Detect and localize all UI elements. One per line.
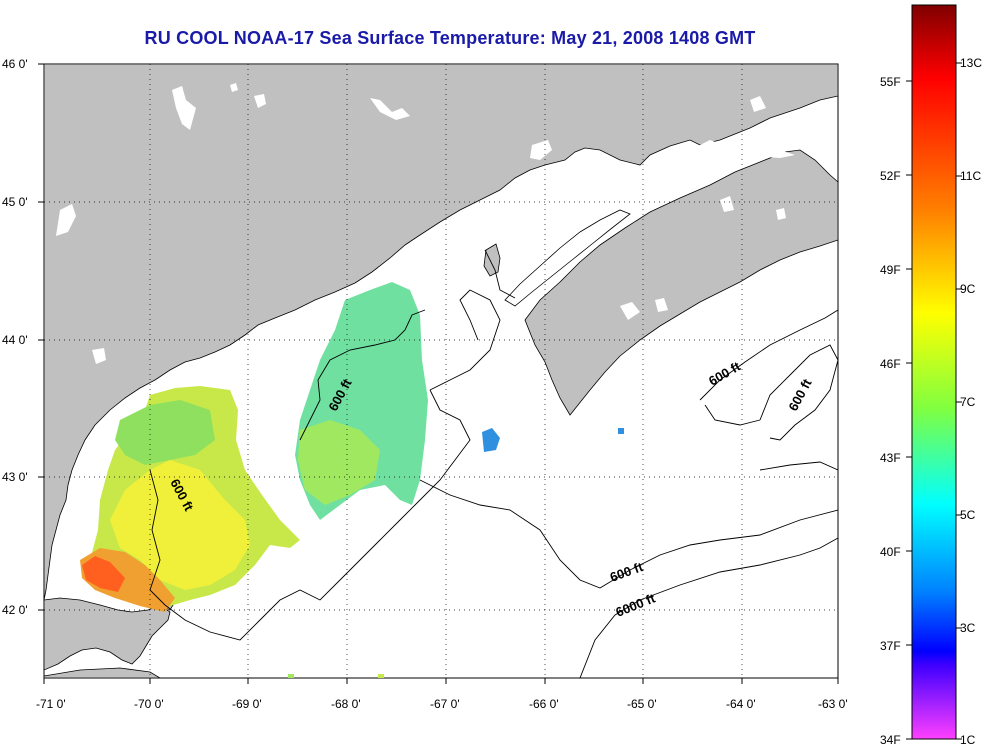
lon-tick-label: -69 0' <box>232 697 262 711</box>
contour-600-east-2 <box>759 344 838 441</box>
land-islands-south <box>44 667 161 678</box>
colorbar-c-label: 5C <box>960 508 976 522</box>
axis-ticks <box>38 63 839 684</box>
lat-tick-labels: 46 0' 45 0' 44 0' 43 0' 42 0' <box>2 57 28 617</box>
colorbar-f-label: 37F <box>880 639 901 653</box>
lon-tick-label: -68 0' <box>331 697 361 711</box>
lat-tick-label: 44 0' <box>2 333 28 347</box>
colorbar-c-label: 3C <box>960 621 976 635</box>
sst-data <box>80 282 624 678</box>
map-content <box>44 64 838 678</box>
lat-tick-label: 45 0' <box>2 195 28 209</box>
colorbar-c-label: 9C <box>960 282 976 296</box>
colorbar-ticks <box>906 62 962 740</box>
inland-lakes <box>56 83 795 364</box>
sst-patch-green-dot <box>288 674 294 678</box>
land-grand-manan <box>483 243 501 277</box>
lon-tick-label: -65 0' <box>627 697 657 711</box>
contour-600-west <box>149 389 471 641</box>
contour-600-central <box>299 309 426 441</box>
colorbar-f-label: 52F <box>880 169 901 183</box>
colorbar <box>911 4 957 740</box>
bay-of-fundy <box>504 209 631 307</box>
colorbar-c-label: 7C <box>960 395 976 409</box>
lon-tick-label: -70 0' <box>134 697 164 711</box>
sst-patch-green-dot-2 <box>378 674 384 678</box>
lat-tick-label: 46 0' <box>2 57 28 71</box>
contour-6000 <box>579 537 838 678</box>
sst-patch-west-yellow <box>110 460 250 590</box>
colorbar-f-label: 40F <box>880 545 901 559</box>
colorbar-c-label: 11C <box>960 169 981 183</box>
lon-tick-label: -63 0' <box>818 697 848 711</box>
colorbar-f-label: 49F <box>880 263 901 277</box>
contour-600-nova-shelf <box>429 289 501 391</box>
lon-tick-labels: -71 0' -70 0' -69 0' -68 0' -67 0' -66 0… <box>36 697 848 711</box>
colorbar-f-label: 55F <box>880 75 901 89</box>
land-nova-scotia <box>524 149 838 416</box>
sst-patch-west-hot <box>82 556 125 592</box>
sst-patch-west-green <box>115 400 215 465</box>
lon-tick-label: -71 0' <box>36 697 66 711</box>
contour-600-east-3 <box>704 404 761 426</box>
lon-tick-label: -64 0' <box>726 697 756 711</box>
lat-tick-label: 43 0' <box>2 470 28 484</box>
land-cape-cod <box>44 597 171 671</box>
sst-patch-blue-2 <box>618 428 624 434</box>
colorbar-c-label: 13C <box>960 56 982 70</box>
contour-fundy <box>484 249 516 299</box>
sst-patch-blue-1 <box>482 428 500 452</box>
colorbar-f-label: 46F <box>880 357 901 371</box>
colorbar-f-labels: 55F 52F 49F 46F 43F 40F 37F 34F <box>880 75 901 747</box>
lon-tick-label: -67 0' <box>430 697 460 711</box>
contour-600-east <box>699 309 838 401</box>
colorbar-f-label: 43F <box>880 451 901 465</box>
colorbar-c-label: 1C <box>960 733 976 747</box>
lon-tick-label: -66 0' <box>529 697 559 711</box>
contour-600-georges <box>419 479 838 589</box>
lat-tick-label: 42 0' <box>2 603 28 617</box>
sst-patch-central-green <box>298 420 380 505</box>
colorbar-c-labels: 13C 11C 9C 7C 5C 3C 1C <box>960 56 982 747</box>
land-mainland <box>44 64 838 601</box>
contour-600-brown <box>759 461 838 471</box>
map-title: RU COOL NOAA-17 Sea Surface Temperature:… <box>144 28 756 48</box>
contours <box>149 249 838 678</box>
colorbar-f-label: 34F <box>880 733 901 747</box>
